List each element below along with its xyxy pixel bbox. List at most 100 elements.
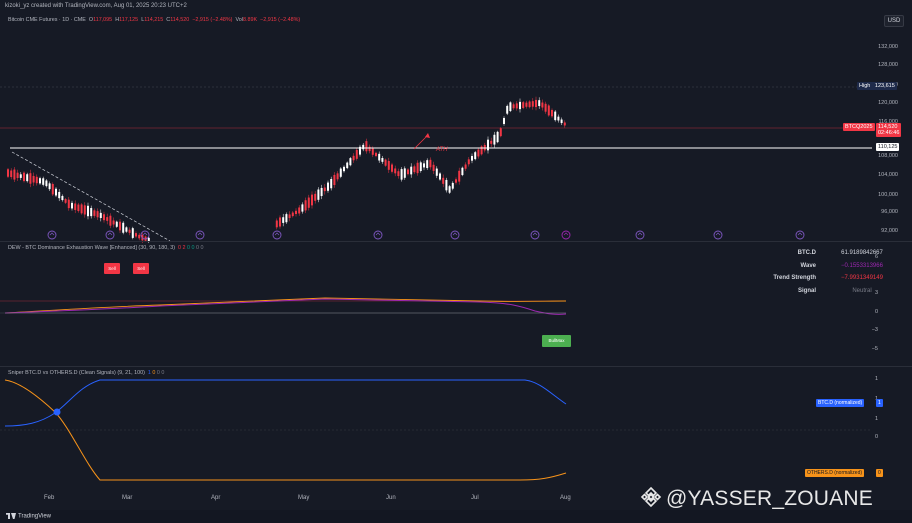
candle xyxy=(493,134,496,145)
event-marker-icon xyxy=(561,230,571,240)
currency-button[interactable]: USD xyxy=(884,15,904,27)
sniper-legend: Sniper BTC.D vs OTHERS.D (Clean Signals)… xyxy=(8,370,165,376)
candle xyxy=(522,102,525,109)
candle xyxy=(519,101,521,110)
candle xyxy=(29,173,32,184)
candle xyxy=(19,174,22,178)
sell-badge[interactable]: Sell xyxy=(104,263,120,274)
candle xyxy=(355,149,358,159)
tradingview-logo-icon xyxy=(6,513,16,519)
candle xyxy=(458,170,461,182)
event-marker-icon xyxy=(373,230,383,240)
price-tick: 92,000 xyxy=(881,228,898,234)
close-value: 114,520 xyxy=(170,17,190,23)
candle xyxy=(45,180,48,187)
event-marker-icon xyxy=(140,230,150,240)
others-normalized-line xyxy=(4,379,567,481)
table-row: Wave −0.1553313966 xyxy=(800,262,883,269)
candle xyxy=(71,202,73,209)
candle xyxy=(138,234,141,239)
volume-change: −2,915 (−2.48%) xyxy=(260,17,301,23)
candle xyxy=(541,102,544,108)
candle xyxy=(509,102,512,112)
pane-divider[interactable] xyxy=(0,366,912,367)
pane-divider[interactable] xyxy=(0,241,912,242)
candle xyxy=(77,204,80,212)
current-price-tag: 114,520 02:46:46 xyxy=(876,123,902,137)
dew-tick: −3 xyxy=(871,327,878,333)
event-marker-glyph xyxy=(142,232,148,236)
candle xyxy=(419,162,422,172)
btc-normalized-line xyxy=(4,379,567,427)
sniper-title[interactable]: Sniper BTC.D vs OTHERS.D (Clean Signals)… xyxy=(8,370,145,376)
candle xyxy=(61,195,64,201)
candle xyxy=(503,118,505,124)
candle xyxy=(87,205,89,217)
x-axis-label: Feb xyxy=(44,495,55,501)
candle xyxy=(307,197,310,208)
price-tick: 120,000 xyxy=(878,100,898,106)
footer-brand[interactable]: TradingView xyxy=(18,513,52,520)
candle xyxy=(330,178,333,189)
candle xyxy=(362,144,365,150)
candle xyxy=(93,210,96,216)
trendline xyxy=(11,151,171,242)
btc-normalized-tag: BTC.D (normalized) xyxy=(816,399,865,407)
candle xyxy=(55,188,57,196)
change-value: −2,915 (−2.48%) xyxy=(192,17,233,23)
dew-oscillator[interactable] xyxy=(0,243,872,365)
event-marker-glyph xyxy=(532,232,538,236)
symbol-title[interactable]: Bitcoin CME Futures · 1D · CME xyxy=(8,17,86,23)
candle xyxy=(67,199,70,209)
binance-logo-icon xyxy=(640,486,662,508)
candle xyxy=(279,217,281,227)
dew-title[interactable]: DEW - BTC Dominance Exhaustion Wave [Enh… xyxy=(8,245,175,251)
event-marker-glyph xyxy=(49,232,55,236)
candle xyxy=(381,157,384,162)
buy-badge[interactable]: BullMax xyxy=(542,335,571,347)
candle xyxy=(122,222,125,233)
footer-bar: TradingView xyxy=(0,510,912,523)
candle xyxy=(314,193,317,201)
candle xyxy=(515,103,518,109)
event-marker-glyph xyxy=(375,232,381,236)
candle xyxy=(480,146,483,155)
candle xyxy=(477,149,480,157)
candle xyxy=(125,227,128,232)
event-marker-glyph xyxy=(452,232,458,236)
price-tick: 96,000 xyxy=(881,209,898,215)
candle xyxy=(103,214,105,221)
candle xyxy=(531,101,534,107)
sniper-chart[interactable] xyxy=(0,368,872,492)
candle xyxy=(506,105,509,114)
dew-tick: 3 xyxy=(874,290,878,296)
candle xyxy=(106,217,109,221)
candle xyxy=(349,158,352,166)
event-marker-icon xyxy=(713,230,723,240)
candlestick-chart[interactable]: ATH xyxy=(0,25,872,243)
candle xyxy=(96,211,99,218)
dew-wave-line xyxy=(4,298,567,315)
candle xyxy=(467,159,470,165)
candle xyxy=(135,233,137,237)
event-marker-icon xyxy=(795,230,805,240)
candle xyxy=(551,109,553,117)
dew-info-table: BTC.D 61.9189842667 Wave −0.1553313966 T… xyxy=(762,247,902,297)
candle xyxy=(26,174,29,182)
candle xyxy=(339,168,342,177)
low-value: 114,215 xyxy=(144,17,164,23)
event-marker-icon xyxy=(530,230,540,240)
high-tag: High 123,615 xyxy=(857,82,897,90)
candle xyxy=(445,179,448,191)
candle xyxy=(64,199,67,203)
sell-badge[interactable]: Sell xyxy=(133,263,149,274)
candle xyxy=(384,159,387,166)
dew-tick: −5 xyxy=(871,346,878,352)
btc-normalized-value: 1 xyxy=(876,399,883,407)
candle xyxy=(387,160,390,170)
candle xyxy=(304,200,307,211)
event-marker-icon xyxy=(635,230,645,240)
price-tick: 132,000 xyxy=(878,44,898,50)
candle xyxy=(439,173,441,180)
candle xyxy=(538,100,541,107)
